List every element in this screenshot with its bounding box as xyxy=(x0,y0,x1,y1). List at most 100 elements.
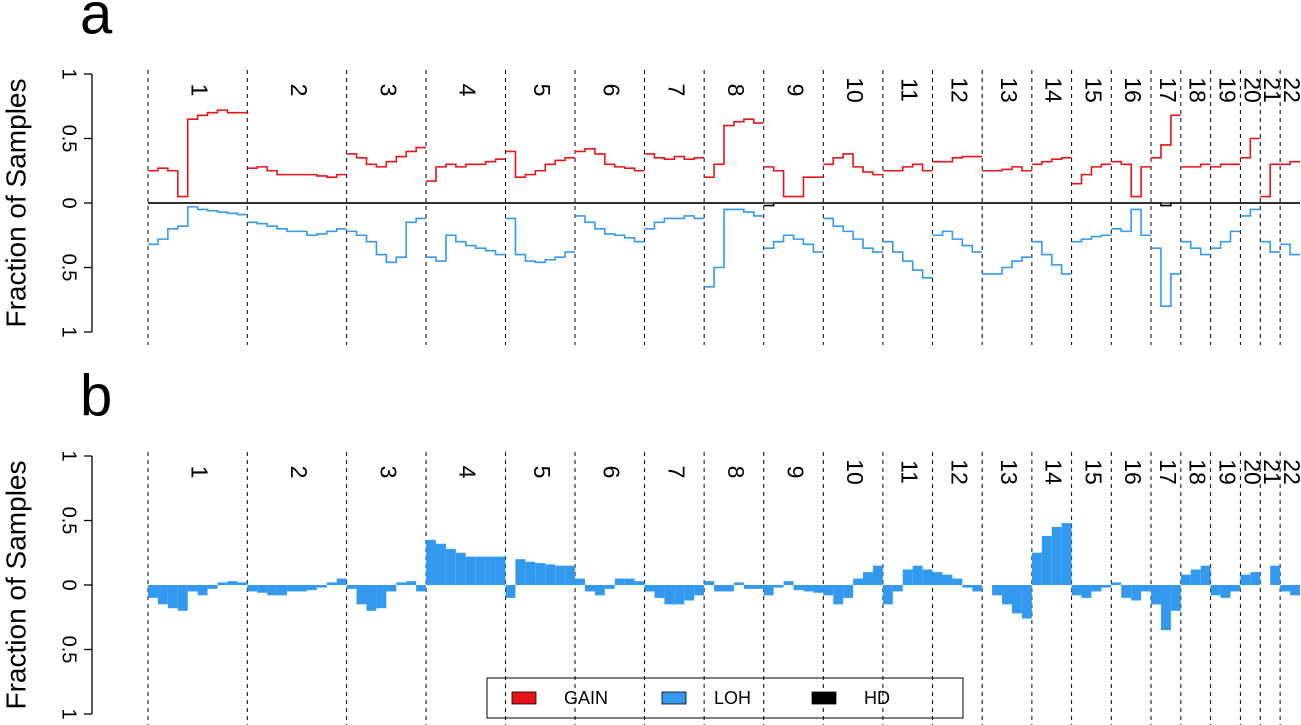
chromosome-label: 22 xyxy=(1279,77,1301,103)
series-line xyxy=(1071,234,1112,243)
bar xyxy=(1091,585,1102,592)
series-line xyxy=(932,155,983,163)
bar xyxy=(306,585,317,591)
bar xyxy=(316,585,327,588)
series-line xyxy=(1031,240,1072,275)
bar xyxy=(932,572,943,585)
bar xyxy=(1131,585,1142,601)
chromosome-label: 4 xyxy=(455,466,481,479)
legend-swatch xyxy=(661,691,687,705)
series-line xyxy=(1240,137,1261,159)
bar xyxy=(783,581,794,585)
y-tick-label: 1 xyxy=(58,708,80,719)
chromosome-label: 4 xyxy=(455,84,481,97)
series-line xyxy=(1111,208,1152,237)
bar xyxy=(1200,565,1211,585)
chromosome-label: 14 xyxy=(1041,459,1067,485)
y-tick-label: 0.5 xyxy=(58,125,80,153)
series-line xyxy=(247,166,347,178)
y-axis-title: Fraction of Samples xyxy=(0,79,31,328)
series-line xyxy=(1240,208,1261,217)
series-line xyxy=(1180,163,1211,168)
chromosome-label: 11 xyxy=(897,460,923,484)
bar xyxy=(743,585,754,589)
y-tick-label: 1 xyxy=(58,68,80,79)
legend-label: LOH xyxy=(714,688,751,708)
bar xyxy=(1170,585,1181,611)
chromosome-label: 3 xyxy=(375,466,401,479)
bar xyxy=(823,585,834,596)
bar xyxy=(724,585,734,592)
bar xyxy=(853,578,864,585)
bar xyxy=(892,585,903,592)
series-line xyxy=(1280,243,1300,256)
bar xyxy=(803,585,814,592)
chromosome-label: 22 xyxy=(1279,459,1301,485)
bar xyxy=(436,543,446,585)
bar xyxy=(1151,585,1161,605)
series-line xyxy=(346,146,427,168)
bar xyxy=(326,582,337,585)
series-line xyxy=(426,158,506,182)
bar xyxy=(296,585,307,592)
bar xyxy=(287,585,297,592)
bar xyxy=(1031,552,1042,585)
bar xyxy=(495,556,506,585)
bar xyxy=(1012,585,1022,614)
series-line xyxy=(247,221,347,237)
bar xyxy=(833,585,844,605)
bar xyxy=(187,585,198,592)
bar xyxy=(793,585,804,591)
chromosome-label: 6 xyxy=(599,84,625,97)
series-line xyxy=(763,202,824,207)
chromosome-label: 8 xyxy=(723,84,749,97)
series-line xyxy=(1111,160,1152,198)
chromosome-label: 2 xyxy=(286,466,312,479)
bar xyxy=(733,582,744,585)
series-line xyxy=(1210,163,1241,168)
bar xyxy=(922,569,933,585)
bar xyxy=(565,565,576,585)
bar xyxy=(336,578,347,585)
series-line xyxy=(704,118,764,178)
series-line xyxy=(1180,240,1211,256)
legend-swatch xyxy=(511,691,537,705)
series-line xyxy=(882,163,933,172)
bar xyxy=(972,585,983,592)
bar xyxy=(684,585,695,601)
bar xyxy=(257,585,268,593)
bar xyxy=(1250,572,1261,585)
bar xyxy=(267,585,278,596)
chromosome-label: 17 xyxy=(1155,459,1181,485)
bar xyxy=(1081,585,1092,598)
series-line xyxy=(644,153,705,160)
chromosome-label: 18 xyxy=(1185,77,1211,103)
chromosome-label: 19 xyxy=(1214,77,1240,103)
bar xyxy=(942,574,953,585)
chromosome-label: 15 xyxy=(1080,77,1106,103)
bar xyxy=(217,582,228,585)
bar xyxy=(207,585,218,589)
y-axis-title: Fraction of Samples xyxy=(0,461,31,710)
chromosome-label: 5 xyxy=(529,466,555,479)
bar xyxy=(505,585,516,598)
bar xyxy=(1210,585,1221,596)
bar xyxy=(962,585,973,588)
chromosome-label: 7 xyxy=(663,84,689,97)
series-line xyxy=(982,256,1032,275)
bar xyxy=(515,559,526,585)
legend-swatch xyxy=(811,691,837,705)
bar xyxy=(1160,585,1171,631)
bar xyxy=(872,565,883,585)
bar xyxy=(714,585,724,592)
chromosome-label: 10 xyxy=(842,77,868,103)
y-tick-label: 0.5 xyxy=(58,254,80,282)
chromosome-label: 13 xyxy=(996,77,1022,103)
chromosome-label: 9 xyxy=(782,84,808,97)
chromosome-label: 3 xyxy=(375,84,401,97)
bar xyxy=(1141,585,1152,592)
series-line xyxy=(1151,114,1181,159)
bar xyxy=(1240,574,1251,585)
chromosome-label: 17 xyxy=(1155,77,1181,103)
